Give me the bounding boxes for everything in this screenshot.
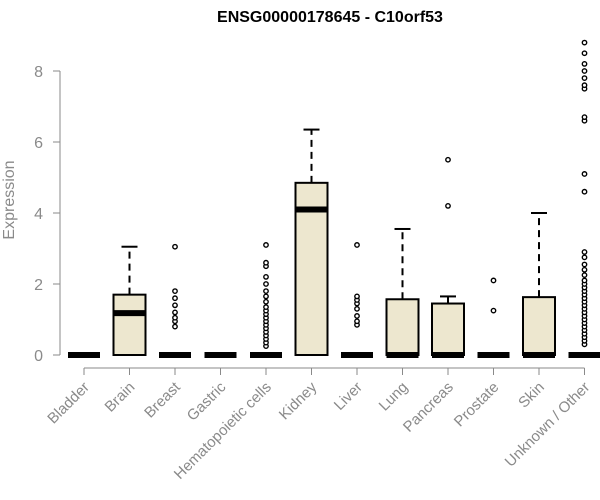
box-group: [68, 39, 600, 358]
box-lung: [385, 227, 420, 358]
outlier-point: [581, 188, 588, 195]
box-prostate: [477, 277, 510, 358]
y-tick-label: 0: [34, 348, 43, 365]
outlier-point: [490, 307, 497, 314]
x-tick-label: Pancreas: [400, 379, 457, 436]
box-brain: [112, 245, 147, 356]
box-liver: [341, 242, 373, 358]
outlier-point: [581, 249, 588, 255]
outlier-point: [354, 318, 360, 325]
outlier-point: [172, 309, 178, 316]
x-tick-label: Unknown / Other: [502, 379, 594, 471]
x-tick-label: Prostate: [451, 379, 503, 431]
x-tick-label: Breast: [141, 378, 184, 421]
box-kidney: [294, 128, 329, 356]
outlier-point: [581, 82, 588, 89]
box-breast: [159, 243, 191, 358]
outlier-point: [263, 304, 269, 310]
outlier-point: [172, 295, 178, 302]
outlier-point: [581, 272, 588, 279]
y-axis: 0 2 4 6 8: [34, 64, 61, 365]
outlier-point: [445, 202, 451, 209]
box-rect: [112, 293, 147, 356]
box-rect: [522, 296, 556, 357]
y-axis-label: Expression: [1, 160, 18, 239]
outlier-point: [354, 305, 360, 312]
outlier-point: [581, 39, 588, 46]
outlier-point: [581, 61, 588, 67]
outlier-point: [581, 50, 588, 57]
box-pancreas: [431, 156, 465, 358]
outlier-point: [263, 242, 269, 248]
x-tick-label: Kidney: [276, 378, 321, 423]
outlier-point: [490, 277, 497, 284]
y-tick-label: 8: [34, 64, 43, 81]
y-tick-label: 6: [34, 135, 43, 152]
outlier-point: [263, 281, 269, 287]
chart-title: ENSG00000178645 - C10orf53: [217, 9, 443, 26]
box-unknown-other: [568, 39, 600, 358]
outlier-point: [263, 288, 269, 294]
outlier-point: [263, 273, 269, 280]
outlier-point: [172, 302, 178, 309]
x-tick-label: Skin: [515, 379, 548, 412]
outlier-point: [354, 242, 360, 248]
outlier-point: [263, 298, 269, 305]
outlier-point: [581, 266, 588, 273]
outlier-point: [354, 293, 360, 300]
outlier-point: [445, 156, 451, 163]
x-tick-label: Lung: [376, 379, 412, 415]
x-tick-label: Liver: [331, 379, 366, 414]
y-tick-label: 2: [34, 277, 43, 294]
outlier-point: [581, 261, 588, 268]
y-tick-label: 4: [34, 206, 43, 223]
outlier-point: [581, 171, 588, 177]
outlier-point: [581, 68, 588, 74]
outlier-point: [354, 313, 360, 319]
outlier-point: [581, 277, 588, 284]
outlier-point: [172, 288, 178, 294]
box-skin: [522, 212, 556, 358]
outlier-point: [581, 254, 588, 261]
outlier-point: [172, 314, 178, 321]
box-hematopoietic-cells: [250, 242, 282, 358]
x-tick-label: Bladder: [44, 379, 93, 428]
box-rect: [431, 302, 465, 356]
outlier-point: [263, 259, 269, 266]
outlier-point: [581, 114, 588, 121]
x-tick-label: Brain: [102, 379, 139, 416]
outlier-point: [581, 75, 588, 82]
outlier-point: [172, 323, 178, 330]
outlier-point: [263, 293, 269, 300]
box-rect: [385, 298, 420, 357]
outlier-point: [172, 243, 178, 250]
